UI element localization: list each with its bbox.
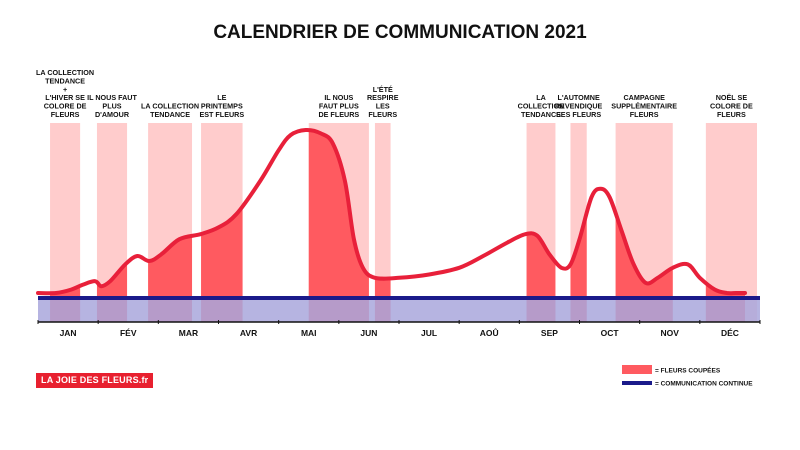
period-label-8-line: REVENDIQUE	[555, 102, 603, 111]
month-label: FÉV	[120, 328, 137, 338]
month-label: NOV	[661, 328, 680, 338]
continuous-fill	[38, 298, 760, 322]
period-label-2-line: D'AMOUR	[95, 110, 130, 119]
period-label-4-line: LE	[217, 93, 226, 102]
brand-logo: LA JOIE DES FLEURS.fr	[36, 373, 154, 388]
month-axis: JAN FÉV MAR AVR MAI JUN JUL AOÛ SEP OCT NOV DÉC	[37, 320, 761, 338]
month-label: JUL	[421, 328, 437, 338]
period-label-10-line: NOËL SE	[716, 93, 748, 102]
period-label-10-line: FLEURS	[717, 110, 746, 119]
period-label-7-line: COLLECTION	[518, 102, 565, 111]
highlight-band-6	[374, 123, 391, 322]
period-label-4-line: PRINTEMPS	[201, 102, 243, 111]
period-label-7-line: TENDANCE	[521, 110, 561, 119]
chart-title: CALENDRIER DE COMMUNICATION 2021	[213, 22, 587, 43]
month-label: JAN	[60, 328, 77, 338]
period-label-6-line: FLEURS	[368, 110, 397, 119]
period-label-7: LA COLLECTION TENDANCE	[518, 93, 565, 119]
period-label-9-line: SUPPLÉMENTAIRE	[611, 102, 677, 111]
period-label-1-line: L'HIVER SE	[45, 93, 85, 102]
period-label-5-line: IL NOUS	[324, 93, 353, 102]
month-label: DÉC	[721, 328, 739, 338]
period-label-5-line: FAUT PLUS	[319, 102, 359, 111]
period-label-1-line: COLORE DE	[44, 102, 87, 111]
period-label-1-line: LA COLLECTION	[36, 68, 94, 77]
month-label: JUN	[360, 328, 377, 338]
period-label-8: L'AUTOMNE REVENDIQUE SES FLEURS	[555, 93, 603, 119]
period-label-1: LA COLLECTION TENDANCE + L'HIVER SE COLORE D…	[36, 68, 94, 119]
period-label-2-line: PLUS	[102, 102, 121, 111]
legend-swatch-fleurs	[622, 365, 652, 374]
month-label: MAR	[179, 328, 198, 338]
period-label-3-line: LA COLLECTION	[141, 102, 199, 111]
period-label-6-line: RESPIRE	[367, 93, 399, 102]
period-label-9: CAMPAGNE SUPPLÉMENTAIRE FLEURS	[611, 93, 677, 119]
period-label-2-line: IL NOUS FAUT	[87, 93, 137, 102]
period-label-6-line: LES	[376, 102, 390, 111]
period-annotations: LA COLLECTION TENDANCE + L'HIVER SE COLORE D…	[36, 68, 753, 119]
period-label-2: IL NOUS FAUT PLUS D'AMOUR	[87, 93, 137, 119]
period-label-4: LE PRINTEMPS EST FLEURS	[199, 93, 244, 119]
month-label: MAI	[301, 328, 317, 338]
continuous-communication-layer	[38, 296, 760, 322]
period-label-5: IL NOUS FAUT PLUS DE FLEURS	[318, 93, 359, 119]
legend-label-continue: = COMMUNICATION CONTINUE	[655, 381, 753, 388]
period-label-1-line: FLEURS	[51, 110, 80, 119]
period-label-1-line: TENDANCE	[45, 76, 85, 85]
legend: = FLEURS COUPÉES = COMMUNICATION CONTINUE	[622, 365, 753, 388]
period-label-9-line: CAMPAGNE	[623, 93, 665, 102]
period-label-9-line: FLEURS	[630, 110, 659, 119]
month-label: AOÛ	[480, 327, 499, 338]
period-label-4-line: EST FLEURS	[199, 110, 244, 119]
period-label-10: NOËL SE COLORE DE FLEURS	[710, 93, 753, 119]
flower-curve-layer	[36, 127, 747, 296]
period-label-6-line: L'ÉTÉ	[373, 85, 393, 94]
period-label-6: L'ÉTÉ RESPIRE LES FLEURS	[367, 85, 399, 119]
legend-label-fleurs: = FLEURS COUPÉES	[655, 366, 721, 375]
period-label-10-line: COLORE DE	[710, 102, 753, 111]
month-label: SEP	[541, 328, 558, 338]
flower-curve-line	[36, 127, 747, 296]
month-label: OCT	[601, 328, 620, 338]
period-label-8-line: L'AUTOMNE	[557, 93, 600, 102]
period-label-3: LA COLLECTION TENDANCE	[141, 102, 199, 119]
period-label-8-line: SES FLEURS	[556, 110, 601, 119]
period-label-7-line: LA	[536, 93, 546, 102]
period-label-3-line: TENDANCE	[150, 110, 190, 119]
month-label: AVR	[240, 328, 257, 338]
period-label-1-line: +	[63, 85, 67, 94]
period-label-5-line: DE FLEURS	[318, 110, 359, 119]
